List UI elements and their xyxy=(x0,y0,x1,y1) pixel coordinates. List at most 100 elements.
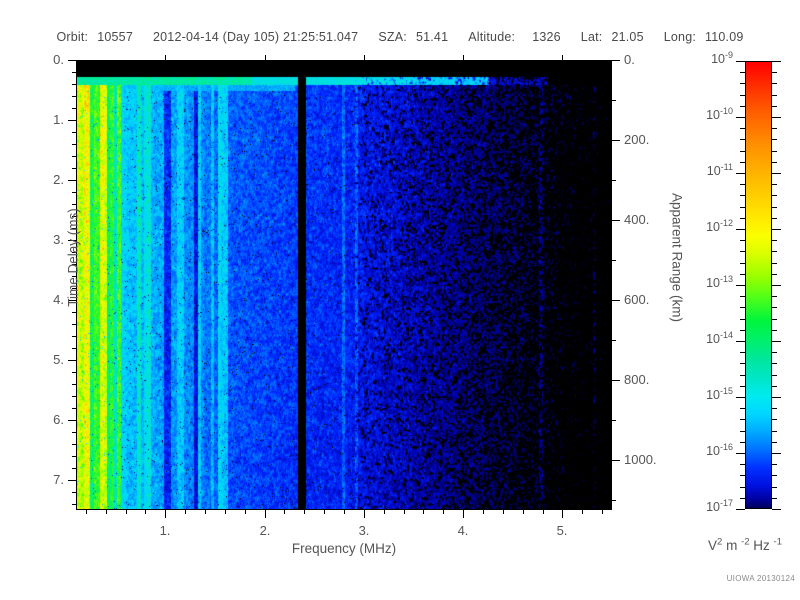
y-minor-tick-left xyxy=(72,84,76,85)
y-tick-label-left: 6. xyxy=(53,412,64,427)
x-minor-tick xyxy=(483,510,484,514)
y-tick-label-right: 0. xyxy=(624,52,635,67)
colorbar-minor-tick-right xyxy=(772,162,777,163)
colorbar-minor-tick-right xyxy=(772,386,777,387)
credit-text: UIOWA 20130124 xyxy=(726,574,795,583)
colorbar-minor-tick-right xyxy=(772,442,777,443)
colorbar-major-tick-right xyxy=(772,397,781,398)
orbit-value: 10557 xyxy=(97,30,133,44)
y-minor-tick-left xyxy=(72,504,76,505)
y-major-tick-left xyxy=(68,300,76,301)
colorbar-minor-tick-right xyxy=(772,363,777,364)
y-minor-tick-left xyxy=(72,228,76,229)
y-major-tick-right xyxy=(612,220,620,221)
colorbar-major-tick xyxy=(736,285,745,286)
colorbar-minor-tick xyxy=(740,386,745,387)
y-major-tick-right xyxy=(612,140,620,141)
colorbar-major-tick xyxy=(736,509,745,510)
x-minor-tick xyxy=(423,510,424,514)
colorbar-minor-tick xyxy=(740,251,745,252)
colorbar-minor-tick-right xyxy=(772,319,777,320)
y-tick-label-right: 600. xyxy=(624,292,650,307)
y-minor-tick-left xyxy=(72,156,76,157)
y-minor-tick-left xyxy=(72,264,76,265)
y-major-tick-left xyxy=(68,360,76,361)
y-tick-label-right: 800. xyxy=(624,372,650,387)
y-minor-tick-left xyxy=(72,144,76,145)
colorbar-minor-tick-right xyxy=(772,352,777,353)
colorbar-minor-tick xyxy=(740,83,745,84)
x-tick-label: 3. xyxy=(358,523,370,538)
y-minor-tick-left xyxy=(72,432,76,433)
colorbar-minor-tick xyxy=(740,487,745,488)
y-tick-label-left: 1. xyxy=(53,112,64,127)
colorbar-major-tick-right xyxy=(772,341,781,342)
y-minor-tick-right xyxy=(612,340,616,341)
colorbar-minor-tick-right xyxy=(772,431,777,432)
colorbar-minor-tick-right xyxy=(772,475,777,476)
colorbar-minor-tick-right xyxy=(772,72,777,73)
colorbar-minor-tick xyxy=(740,352,745,353)
colorbar-major-tick-right xyxy=(772,509,781,510)
y-minor-tick-left xyxy=(72,372,76,373)
colorbar-minor-tick xyxy=(740,319,745,320)
colorbar-minor-tick xyxy=(740,475,745,476)
colorbar-tick-label: 10-14 xyxy=(706,329,733,346)
colorbar-major-tick-right xyxy=(772,173,781,174)
altitude-label: Altitude: xyxy=(468,30,516,44)
colorbar-major-tick xyxy=(736,229,745,230)
lat-value: 21.05 xyxy=(611,30,644,44)
colorbar-major-tick-right xyxy=(772,117,781,118)
colorbar-minor-tick-right xyxy=(772,184,777,185)
x-major-tick xyxy=(265,510,266,518)
colorbar-major-tick xyxy=(736,173,745,174)
x-major-tick xyxy=(165,510,166,518)
plot-header: Orbit: 10557 2012-04-14 (Day 105) 21:25:51… xyxy=(0,30,800,50)
colorbar-minor-tick-right xyxy=(772,263,777,264)
colorbar-tick-label: 10-16 xyxy=(706,441,733,458)
y-axis-title-left: Time Delay (ms) xyxy=(65,208,81,307)
colorbar-minor-tick-right xyxy=(772,151,777,152)
colorbar-minor-tick-right xyxy=(772,419,777,420)
y-major-tick-left xyxy=(68,60,76,61)
colorbar-major-tick xyxy=(736,453,745,454)
colorbar-minor-tick xyxy=(740,419,745,420)
colorbar-tick-label: 10-12 xyxy=(706,217,733,234)
colorbar-minor-tick xyxy=(740,95,745,96)
colorbar-minor-tick-right xyxy=(772,251,777,252)
observation-datetime: 2012-04-14 (Day 105) 21:25:51.047 xyxy=(152,30,359,44)
y-tick-label-left: 3. xyxy=(53,232,64,247)
x-minor-tick xyxy=(503,510,504,514)
y-major-tick-left xyxy=(68,120,76,121)
colorbar-minor-tick-right xyxy=(772,240,777,241)
x-minor-tick xyxy=(404,510,405,514)
y-major-tick-left xyxy=(68,420,76,421)
colorbar-major-tick-right xyxy=(772,229,781,230)
colorbar-tick-label: 10-9 xyxy=(711,49,733,66)
colorbar-minor-tick xyxy=(740,240,745,241)
colorbar-container xyxy=(745,61,772,509)
colorbar-minor-tick-right xyxy=(772,274,777,275)
y-minor-tick-right xyxy=(612,260,616,261)
x-minor-tick xyxy=(185,510,186,514)
colorbar-minor-tick-right xyxy=(772,498,777,499)
colorbar-minor-tick xyxy=(740,139,745,140)
colorbar-gradient xyxy=(745,61,772,509)
y-minor-tick-left xyxy=(72,276,76,277)
x-top-major-tick xyxy=(463,55,464,60)
x-top-major-tick xyxy=(562,55,563,60)
colorbar-minor-tick-right xyxy=(772,296,777,297)
y-major-tick-right xyxy=(612,460,620,461)
colorbar-minor-tick xyxy=(740,184,745,185)
orbit-label: Orbit: xyxy=(56,30,89,44)
x-minor-tick xyxy=(384,510,385,514)
colorbar-minor-tick xyxy=(740,274,745,275)
y-minor-tick-left xyxy=(72,468,76,469)
y-minor-tick-left xyxy=(72,192,76,193)
colorbar-major-tick xyxy=(736,341,745,342)
y-major-tick-right xyxy=(612,380,620,381)
colorbar-minor-tick xyxy=(740,330,745,331)
x-minor-tick xyxy=(443,510,444,514)
colorbar-minor-tick-right xyxy=(772,487,777,488)
x-top-major-tick xyxy=(265,55,266,60)
